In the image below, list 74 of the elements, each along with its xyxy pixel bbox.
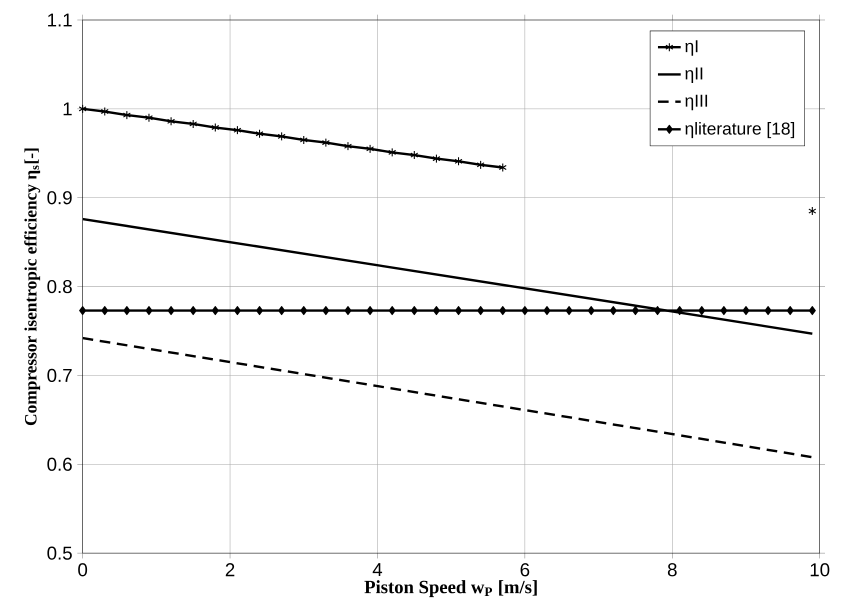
point [101, 306, 108, 316]
point [455, 306, 462, 316]
point [786, 306, 794, 316]
point [122, 110, 131, 120]
y-tick-label: 0.5 [47, 546, 72, 560]
x-tick-label: 8 [668, 563, 677, 576]
point [144, 113, 153, 122]
point [388, 148, 396, 158]
y-tick-label: 0.8 [47, 280, 72, 294]
point [543, 306, 551, 316]
y-tick-label: 0.9 [47, 191, 72, 204]
point [432, 154, 440, 164]
point [100, 107, 109, 116]
point [322, 306, 330, 316]
x-tick-label: 6 [520, 563, 530, 576]
x-tick-label: 0 [78, 563, 88, 576]
point [300, 136, 308, 145]
point [78, 104, 87, 114]
point [211, 123, 220, 132]
point [189, 120, 198, 129]
y-tick-label: 1 [64, 102, 72, 116]
point [410, 306, 418, 316]
point [322, 138, 330, 148]
x-tick-label: 10 [810, 563, 830, 576]
point [167, 116, 176, 126]
point [344, 142, 352, 151]
point [477, 306, 484, 316]
text: Piston Speed w$_{P}$ [m/s] [364, 580, 537, 598]
point [388, 306, 396, 316]
legend-label: ηIII [685, 94, 708, 110]
point [676, 306, 684, 316]
point [454, 156, 463, 166]
point [300, 306, 308, 316]
legend-label: ηII [685, 68, 702, 84]
point [212, 306, 219, 316]
point [410, 150, 418, 160]
y-tick-label: 0.6 [47, 458, 72, 471]
point [79, 306, 86, 316]
x-tick-label: 2 [226, 563, 234, 576]
point [366, 144, 374, 154]
point [432, 306, 440, 316]
point [256, 129, 264, 138]
point [234, 306, 241, 316]
text: Compressor isentropic efficiency η$_{s}$[-] [24, 148, 40, 426]
point [278, 132, 286, 142]
y-tick-label: 0.7 [47, 368, 72, 382]
point [344, 306, 352, 316]
point [278, 306, 286, 316]
x-tick-label: 4 [372, 563, 382, 576]
point [498, 163, 507, 172]
point [764, 306, 772, 316]
point [588, 306, 595, 316]
point [698, 306, 706, 316]
point [123, 306, 130, 316]
point [521, 306, 528, 316]
point [654, 306, 662, 316]
point [720, 306, 728, 316]
y-tick-label: 1.1 [48, 14, 72, 27]
legend-label: ηI [685, 40, 698, 56]
point [168, 306, 175, 316]
point [233, 126, 242, 135]
point [499, 306, 506, 316]
point [808, 306, 816, 316]
point [190, 306, 197, 316]
point [632, 306, 639, 316]
point [145, 306, 152, 316]
point [610, 306, 617, 316]
point [476, 160, 485, 170]
point [366, 306, 374, 316]
point [566, 306, 573, 316]
legend-label: ηliterature [18] [685, 122, 794, 138]
point [256, 306, 264, 316]
point [808, 206, 816, 216]
point [742, 306, 750, 316]
